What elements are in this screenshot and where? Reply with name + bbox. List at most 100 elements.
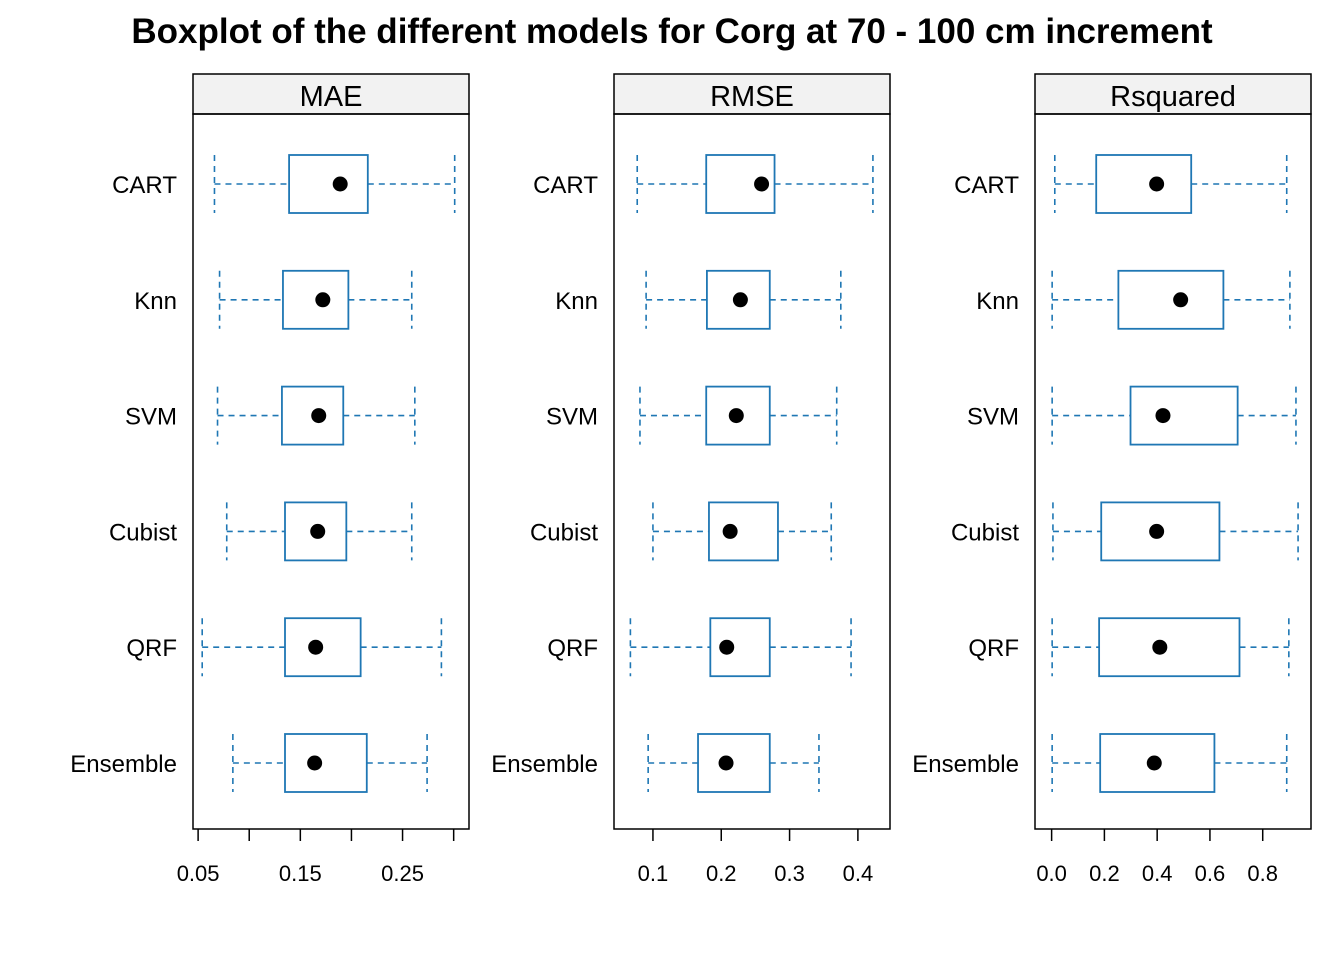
median-dot: [310, 523, 326, 539]
category-label: Cubist: [951, 519, 1019, 546]
panel-strip-label: Rsquared: [1110, 81, 1236, 113]
median-dot: [732, 292, 748, 308]
category-label: SVM: [125, 404, 177, 431]
category-label: CART: [112, 172, 177, 199]
median-dot: [315, 292, 331, 308]
median-dot: [1152, 639, 1168, 655]
iqr-box: [281, 385, 345, 446]
x-tick-label: 0.3: [774, 861, 805, 886]
category-label: SVM: [546, 404, 598, 431]
category-label: CART: [533, 172, 598, 199]
iqr-box: [284, 733, 368, 793]
iqr-box: [708, 501, 779, 562]
x-tick-label: 0.4: [1142, 861, 1173, 886]
median-dot: [311, 408, 327, 424]
iqr-box: [1129, 385, 1239, 446]
median-dot: [754, 176, 770, 192]
box-cubist: Cubist: [109, 501, 413, 562]
box-knn: Knn: [555, 269, 842, 330]
median-dot: [728, 408, 744, 424]
median-dot: [1149, 176, 1165, 192]
box-knn: Knn: [976, 269, 1291, 330]
median-dot: [307, 755, 323, 771]
iqr-box: [705, 385, 771, 446]
x-tick-label: 0.0: [1036, 861, 1067, 886]
x-axis: 0.1 0.2 0.3 0.4: [638, 829, 874, 886]
iqr-box: [709, 617, 771, 678]
x-tick-label: 0.2: [1089, 861, 1120, 886]
median-dot: [1149, 523, 1165, 539]
median-dot: [1155, 408, 1171, 424]
x-tick-label: 0.8: [1247, 861, 1278, 886]
median-dot: [718, 755, 734, 771]
box-cart: CART: [112, 154, 456, 214]
iqr-box: [284, 617, 362, 678]
median-dot: [332, 176, 348, 192]
x-tick-label: 0.05: [177, 861, 220, 886]
iqr-box: [1098, 617, 1241, 678]
box-qrf: QRF: [126, 617, 443, 678]
x-tick-label: 0.1: [638, 861, 669, 886]
category-label: QRF: [126, 635, 177, 662]
iqr-box: [1099, 733, 1216, 793]
median-dot: [308, 639, 324, 655]
median-dot: [722, 523, 738, 539]
x-tick-label: 0.6: [1195, 861, 1226, 886]
box-cart: CART: [954, 154, 1288, 214]
panel-frame: [192, 113, 470, 830]
category-label: Ensemble: [912, 751, 1019, 778]
category-label: QRF: [968, 635, 1019, 662]
box-ensemble: Ensemble: [70, 733, 428, 793]
iqr-box: [1095, 154, 1193, 214]
median-dot: [1173, 292, 1189, 308]
panel-strip-label: MAE: [300, 81, 363, 113]
box-qrf: QRF: [968, 617, 1290, 678]
iqr-box: [705, 154, 776, 214]
x-tick-label: 0.15: [279, 861, 322, 886]
category-label: Ensemble: [491, 751, 598, 778]
panel-frame: [1034, 113, 1312, 830]
x-axis: 0.05 0.15 0.25: [177, 829, 455, 886]
category-label: Ensemble: [70, 751, 177, 778]
category-label: Knn: [134, 288, 177, 315]
iqr-box: [284, 501, 348, 562]
panel-strip: [192, 73, 470, 115]
iqr-box: [1117, 269, 1225, 330]
x-tick-label: 0.2: [706, 861, 737, 886]
box-cubist: Cubist: [530, 501, 833, 562]
category-label: Knn: [555, 288, 598, 315]
median-dot: [1146, 755, 1162, 771]
panel-strip: [1034, 73, 1312, 115]
panel-strip: [613, 73, 891, 115]
box-svm: SVM: [125, 385, 416, 446]
iqr-box: [282, 269, 350, 330]
box-svm: SVM: [546, 385, 838, 446]
panel-rmse: RMSE CART Knn SVM Cubist QRF Ensemble 0.1 0.2 0.3…: [491, 73, 891, 886]
iqr-box: [1100, 501, 1221, 562]
x-tick-label: 0.4: [843, 861, 874, 886]
iqr-box: [706, 269, 771, 330]
iqr-box: [697, 733, 771, 793]
box-cart: CART: [533, 154, 874, 214]
box-ensemble: Ensemble: [491, 733, 820, 793]
box-svm: SVM: [967, 385, 1297, 446]
box-qrf: QRF: [547, 617, 852, 678]
chart-title: Boxplot of the different models for Corg…: [131, 12, 1213, 51]
category-label: SVM: [967, 404, 1019, 431]
panel-strip-label: RMSE: [710, 81, 794, 113]
category-label: Cubist: [109, 519, 177, 546]
iqr-box: [288, 154, 369, 214]
category-label: CART: [954, 172, 1019, 199]
box-ensemble: Ensemble: [912, 733, 1288, 793]
x-axis: 0.0 0.2 0.4 0.6 0.8: [1036, 829, 1278, 886]
category-label: QRF: [547, 635, 598, 662]
panel-frame: [613, 113, 891, 830]
category-label: Cubist: [530, 519, 598, 546]
median-dot: [719, 639, 735, 655]
x-tick-label: 0.25: [381, 861, 424, 886]
box-knn: Knn: [134, 269, 413, 330]
